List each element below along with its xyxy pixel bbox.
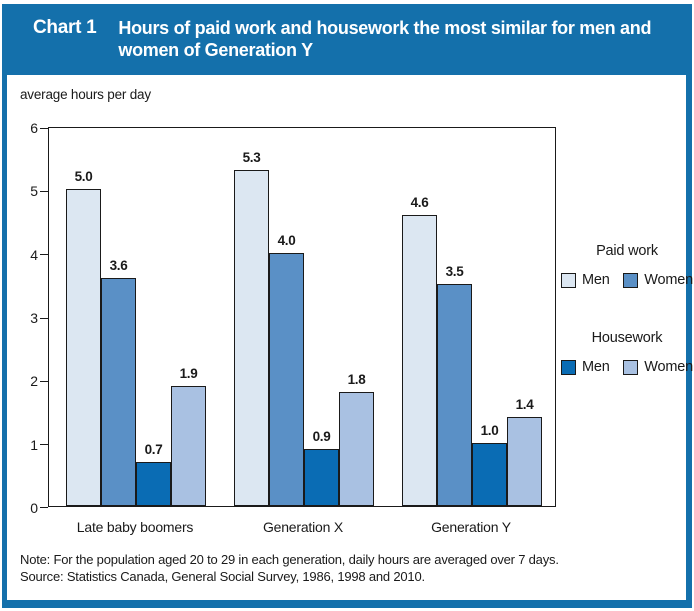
y-axis-tick (40, 317, 48, 319)
bar-paid-work-women (269, 252, 304, 506)
chart-frame: Chart 1 Hours of paid work and housework… (2, 4, 693, 608)
category-label-late-baby-boomers: Late baby boomers (76, 519, 194, 535)
category-label-generation-y: Generation Y (431, 519, 511, 535)
legend-item-housework-men: Men (561, 359, 610, 375)
category-label-generation-x: Generation X (262, 519, 344, 535)
y-axis-tick-label: 6 (30, 120, 38, 136)
bar-value-label: 0.9 (312, 429, 331, 444)
note-text: Note: For the population aged 20 to 29 i… (20, 552, 559, 567)
legend-item-paid-work-women: Women (623, 272, 693, 288)
bar-value-label: 1.9 (179, 365, 198, 381)
legend-swatch-icon (561, 359, 576, 375)
y-axis-tick (40, 254, 48, 256)
y-axis-tick-label: 1 (30, 436, 38, 453)
legend-group-title-housework: Housework (591, 330, 663, 346)
bar-housework-men (136, 461, 171, 506)
bar-paid-work-women (101, 278, 136, 506)
bar-group-late-baby-boomers: 5.0 3.6 0.7 1.9 (66, 128, 206, 506)
bar-paid-work-men (234, 170, 269, 506)
legend-spacer (561, 288, 693, 330)
y-axis-tick-label: 4 (30, 246, 38, 263)
y-axis-tick-label: 2 (30, 373, 38, 390)
y-axis-tick-label: 3 (30, 310, 38, 326)
bar-paid-work-men (402, 214, 437, 506)
y-axis-tick (40, 507, 48, 508)
bar-housework-women (339, 392, 374, 506)
legend-row: Men Women (561, 359, 693, 375)
bar-housework-men (472, 442, 507, 506)
y-axis-tick (40, 190, 48, 192)
bar-value-label: 1.8 (347, 372, 366, 387)
legend-item-label: Women (644, 272, 693, 288)
legend-item-paid-work-men: Men (561, 272, 610, 288)
y-axis-tick (40, 128, 48, 129)
legend-swatch-icon (561, 272, 576, 288)
plot-area: 0 1 2 3 4 5 6 5.0 3.6 0.7 1.9 5.3 4.0 0.9 1.8 4.6 3.5 1.0… (30, 121, 556, 515)
legend-item-label: Men (582, 359, 610, 375)
bar-value-label: 5.3 (242, 150, 261, 166)
bar-value-label: 4.6 (410, 194, 429, 210)
bar-group-generation-y: 4.6 3.5 1.0 1.4 (402, 128, 542, 506)
chart-header: Chart 1 Hours of paid work and housework… (7, 4, 686, 75)
legend-group-title-paid-work: Paid work (596, 243, 658, 259)
bar-housework-women (507, 417, 542, 506)
bar-housework-men (304, 449, 339, 506)
bar-housework-women (171, 385, 206, 506)
legend-item-label: Women (644, 359, 693, 375)
y-axis-unit-label: average hours per day (20, 87, 151, 102)
legend: Paid work Men Women Housework Men Women (561, 243, 693, 375)
legend-row: Men Women (561, 272, 693, 288)
y-axis-tick-label: 5 (30, 183, 38, 200)
legend-item-label: Men (582, 272, 610, 288)
bar-value-label: 1.4 (515, 397, 534, 413)
legend-swatch-icon (623, 272, 639, 288)
bar-value-label: 4.0 (277, 232, 296, 248)
chart-number: Chart 1 (33, 17, 97, 38)
bar-value-label: 5.0 (74, 169, 93, 185)
bar-value-label: 0.7 (144, 441, 163, 457)
bar-value-label: 3.6 (109, 258, 128, 273)
y-axis-tick (40, 444, 48, 446)
y-axis-tick (40, 380, 48, 382)
y-axis-tick-label: 0 (30, 500, 38, 516)
bar-value-label: 1.0 (480, 422, 499, 438)
source-text: Source: Statistics Canada, General Socia… (20, 569, 425, 584)
bar-paid-work-men (66, 189, 101, 506)
legend-item-housework-women: Women (623, 359, 693, 375)
chart-content: average hours per day 0 1 2 3 4 5 6 5.0 3.6 0.7 1.… (7, 75, 693, 600)
bar-paid-work-women (437, 284, 472, 506)
bar-group-generation-x: 5.3 4.0 0.9 1.8 (234, 128, 374, 506)
legend-swatch-icon (623, 359, 639, 375)
chart-title: Hours of paid work and housework the mos… (118, 18, 652, 60)
bar-value-label: 3.5 (445, 264, 464, 280)
